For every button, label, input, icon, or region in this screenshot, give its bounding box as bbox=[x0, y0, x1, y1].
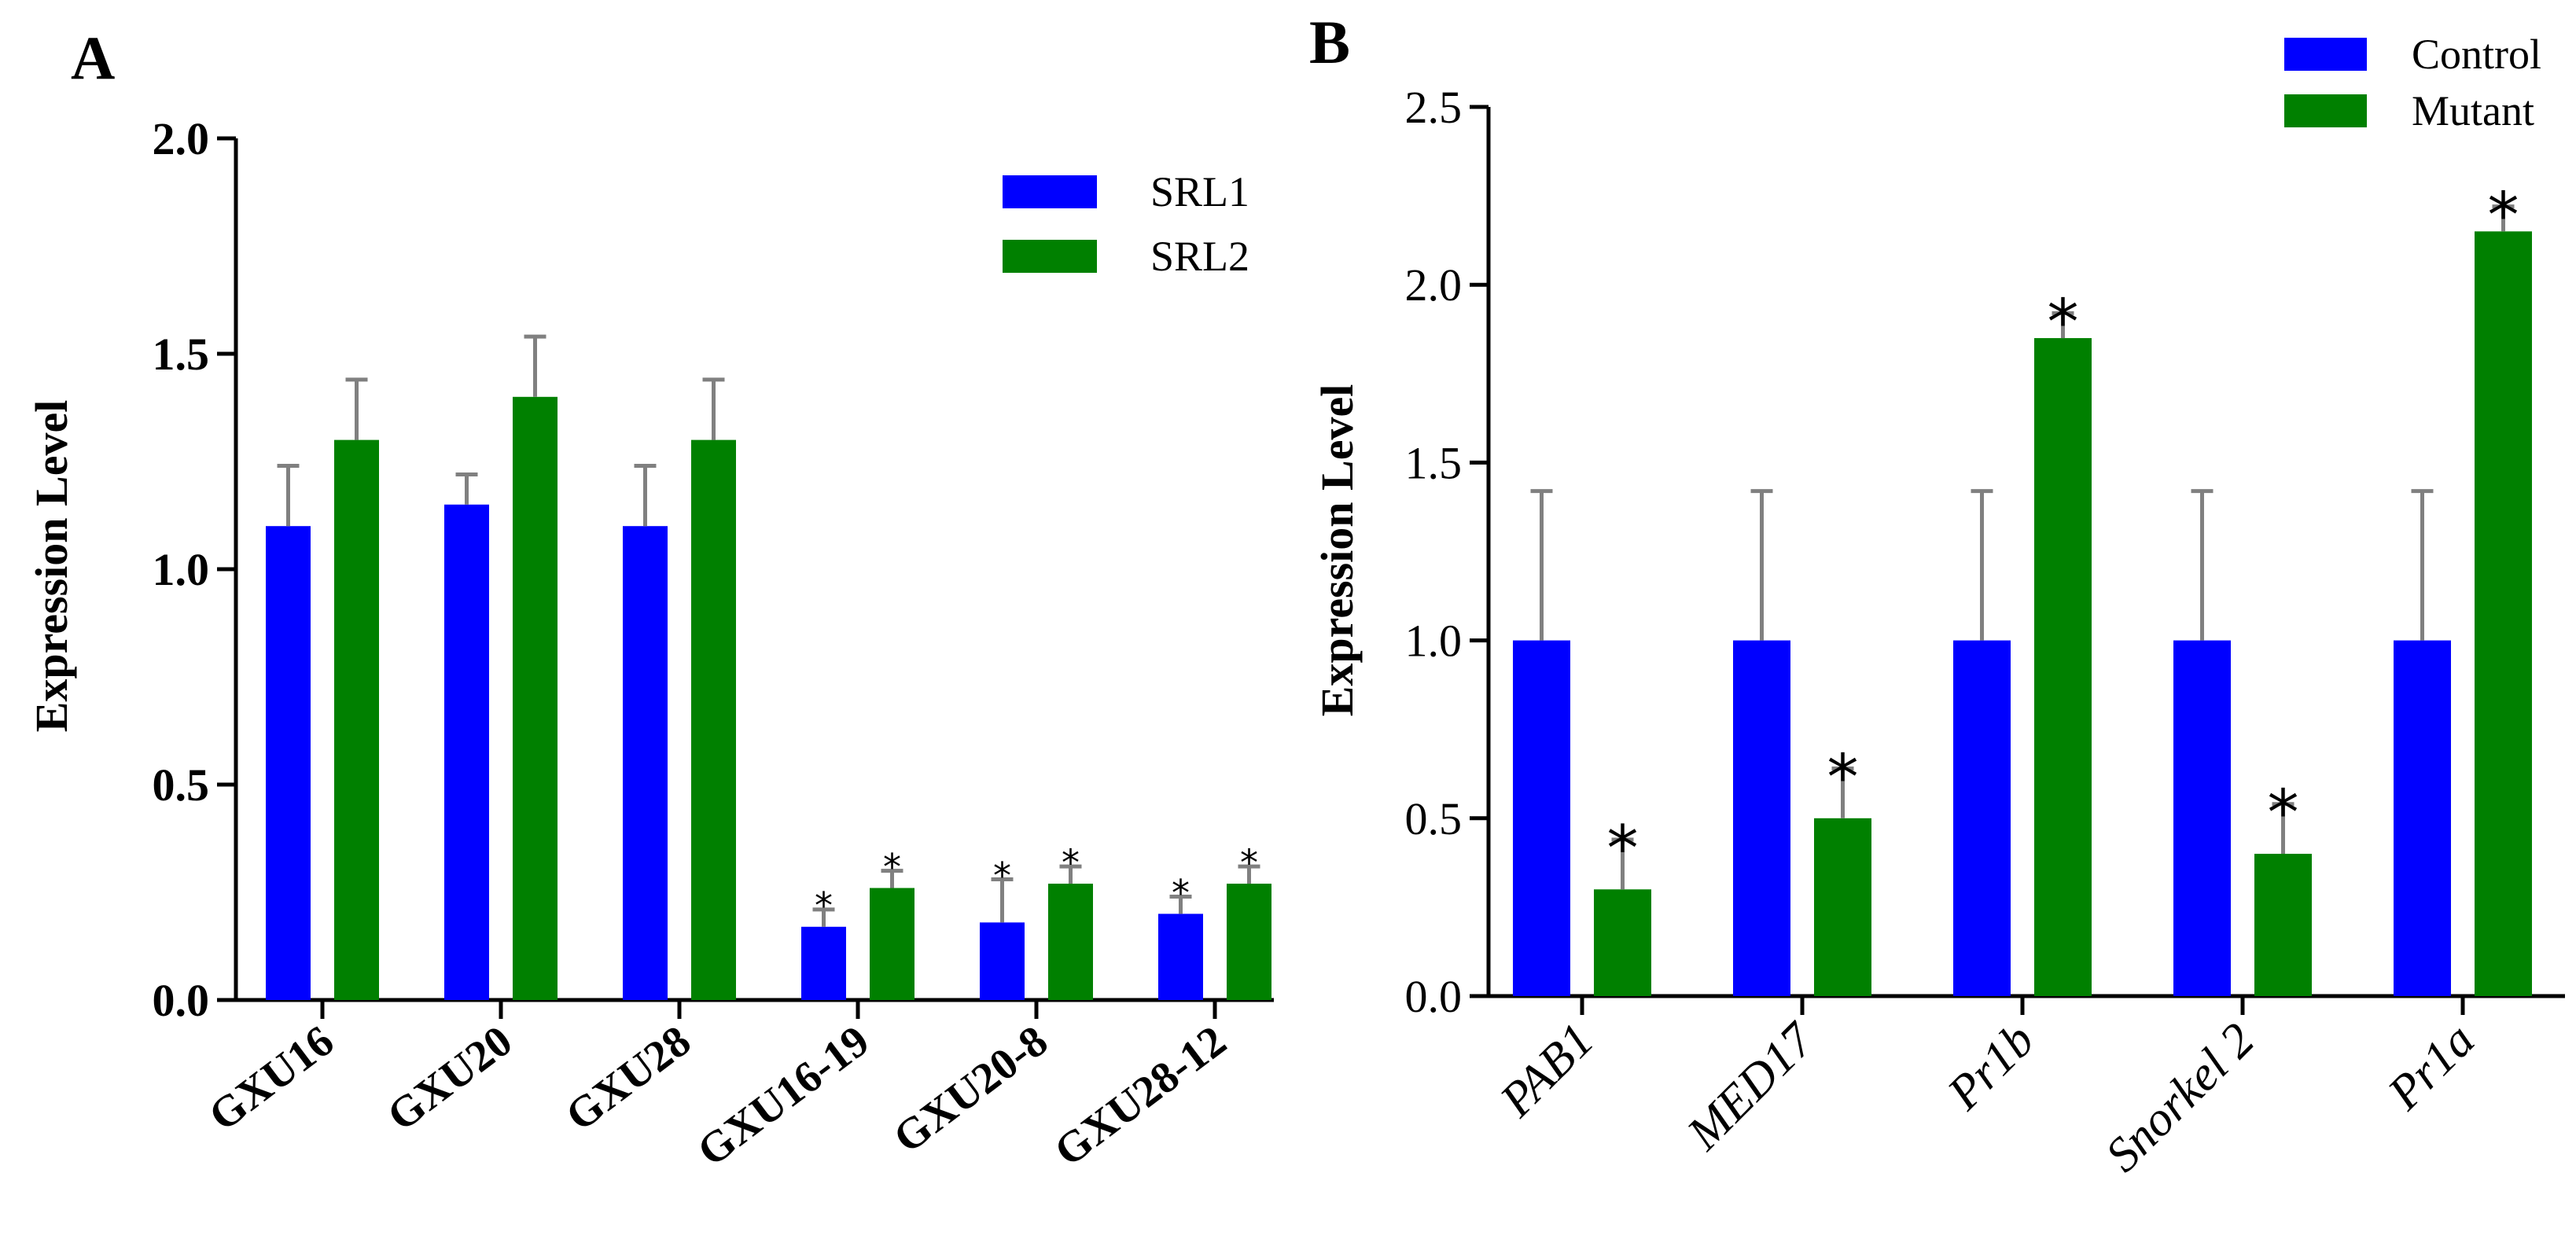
legend-label-a-srl2: SRL2 bbox=[1150, 233, 1249, 280]
legend-swatch-b-mutant bbox=[2284, 94, 2367, 127]
y-tick-label-a-4: 2.0 bbox=[153, 113, 210, 164]
significance-marker-b-mutant-0: * bbox=[1607, 812, 1639, 885]
bar-b-mutant-0 bbox=[1594, 889, 1651, 996]
category-label-b-1: MED17 bbox=[1676, 1012, 1826, 1161]
category-label-b-4: Pr1a bbox=[2377, 1013, 2484, 1120]
chart-b: 0.0 0.5 1.0 1.5 2.0 2.5 Expression Level PAB1 * M… bbox=[1312, 31, 2565, 1182]
bar-a-srl2-1 bbox=[513, 396, 558, 1000]
bar-b-control-3 bbox=[2173, 640, 2231, 996]
category-label-a-2: GXU28 bbox=[557, 1017, 699, 1141]
bar-b-control-4 bbox=[2394, 640, 2451, 996]
significance-marker-a-srl1-4: * bbox=[993, 855, 1011, 897]
legend-label-b-control: Control bbox=[2412, 31, 2541, 78]
y-tick-label-b-3: 1.5 bbox=[1405, 437, 1463, 488]
panel-letter-b: B bbox=[1309, 8, 1350, 76]
significance-marker-a-srl2-4: * bbox=[1062, 841, 1080, 884]
y-tick-label-a-3: 1.5 bbox=[153, 329, 210, 380]
significance-marker-b-mutant-3: * bbox=[2268, 777, 2299, 850]
bar-a-srl2-5 bbox=[1227, 884, 1271, 1000]
category-label-a-4: GXU20-8 bbox=[885, 1017, 1057, 1163]
bar-a-srl1-5 bbox=[1158, 914, 1203, 1000]
y-tick-label-a-0: 0.0 bbox=[153, 975, 210, 1026]
category-label-b-2: Pr1b bbox=[1937, 1013, 2044, 1120]
bar-a-srl2-4 bbox=[1048, 884, 1093, 1000]
category-label-b-3: Snorkel 2 bbox=[2096, 1013, 2265, 1182]
bar-a-srl2-2 bbox=[691, 439, 736, 1000]
bar-a-srl1-1 bbox=[444, 504, 489, 1000]
legend-swatch-b-control bbox=[2284, 38, 2367, 71]
y-tick-label-b-2: 1.0 bbox=[1405, 616, 1463, 667]
bar-a-srl2-0 bbox=[334, 439, 379, 1000]
category-label-a-5: GXU28-12 bbox=[1046, 1017, 1235, 1176]
chart-a: 0.0 0.5 1.0 1.5 2.0 Expression Level GXU16 GXU2… bbox=[26, 113, 1274, 1176]
legend-swatch-a-srl2 bbox=[1003, 240, 1097, 273]
bar-b-mutant-2 bbox=[2034, 338, 2092, 996]
bar-b-mutant-1 bbox=[1814, 818, 1871, 996]
significance-marker-a-srl2-3: * bbox=[883, 846, 901, 888]
category-label-a-0: GXU16 bbox=[200, 1017, 342, 1141]
y-axis-title-a: Expression Level bbox=[26, 400, 77, 733]
bar-a-srl1-4 bbox=[980, 922, 1025, 1000]
y-tick-label-b-4: 2.0 bbox=[1405, 259, 1463, 311]
bar-a-srl2-3 bbox=[870, 888, 914, 1000]
bar-b-control-0 bbox=[1513, 640, 1570, 996]
bar-a-srl1-0 bbox=[266, 526, 311, 1000]
significance-marker-a-srl2-5: * bbox=[1240, 841, 1258, 884]
y-axis-title-b: Expression Level bbox=[1312, 384, 1363, 717]
bar-a-srl1-3 bbox=[801, 926, 846, 1000]
significance-marker-a-srl1-3: * bbox=[815, 884, 833, 927]
y-tick-label-a-1: 0.5 bbox=[153, 759, 210, 811]
bar-b-mutant-3 bbox=[2254, 854, 2312, 996]
bar-a-srl1-2 bbox=[623, 526, 668, 1000]
y-tick-label-b-5: 2.5 bbox=[1405, 82, 1463, 133]
significance-marker-a-srl1-5: * bbox=[1172, 872, 1190, 914]
bar-b-control-1 bbox=[1733, 640, 1790, 996]
significance-marker-b-mutant-1: * bbox=[1827, 741, 1859, 814]
legend-label-b-mutant: Mutant bbox=[2412, 87, 2534, 134]
category-label-a-1: GXU20 bbox=[378, 1017, 521, 1141]
significance-marker-b-mutant-4: * bbox=[2488, 179, 2519, 252]
legend-label-a-srl1: SRL1 bbox=[1150, 168, 1249, 215]
y-tick-label-b-0: 0.0 bbox=[1405, 971, 1463, 1022]
significance-marker-b-mutant-2: * bbox=[2048, 285, 2079, 358]
bar-b-control-2 bbox=[1953, 640, 2011, 996]
panel-letter-a: A bbox=[71, 24, 115, 92]
y-tick-label-a-2: 1.0 bbox=[153, 544, 210, 595]
y-tick-label-b-1: 0.5 bbox=[1405, 793, 1463, 844]
category-label-b-0: PAB1 bbox=[1490, 1013, 1604, 1127]
bar-b-mutant-4 bbox=[2475, 231, 2532, 997]
legend-swatch-a-srl1 bbox=[1003, 175, 1097, 208]
category-label-a-3: GXU16-19 bbox=[689, 1017, 878, 1176]
